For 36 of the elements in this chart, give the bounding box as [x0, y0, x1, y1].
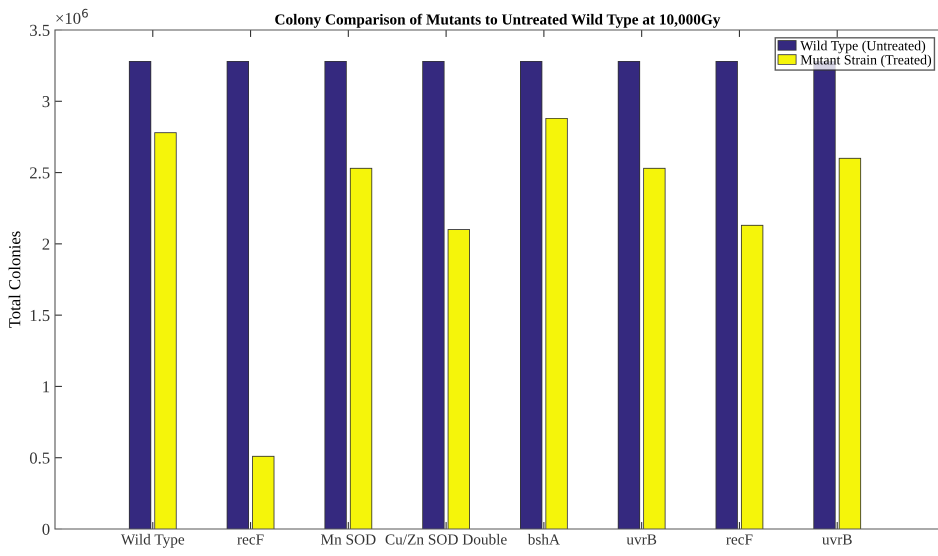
text: ×10$^{6}$	[56, 8, 88, 24]
y-tick-label: 0	[42, 524, 50, 535]
bar	[643, 168, 666, 529]
y-tick-label: 3.5	[30, 24, 50, 36]
y-tick-label: 1.5	[30, 310, 50, 322]
x-tick-label: recF	[726, 534, 752, 545]
legend-label: Wild Type (Untreated)	[800, 40, 926, 54]
bar	[448, 229, 470, 529]
bar	[350, 168, 372, 529]
bar	[128, 60, 152, 529]
bar	[154, 132, 177, 529]
y-tick-label: 2.5	[30, 167, 50, 179]
bar	[740, 224, 764, 529]
x-tick-label: Wild Type	[120, 534, 184, 548]
bar	[545, 118, 568, 529]
bar	[716, 60, 738, 529]
bar	[520, 60, 542, 529]
x-tick-label: recF	[237, 534, 264, 545]
y-tick-label: 0.5	[30, 452, 50, 464]
legend-label: Mutant Strain (Treated)	[800, 54, 932, 68]
bar	[324, 60, 347, 529]
x-tick-label: bshA	[528, 534, 560, 545]
bar	[618, 60, 640, 529]
bar	[838, 158, 862, 529]
x-tick-label: uvrB	[626, 534, 656, 545]
chart-title: Colony Comparison of Mutants to Untreated Wild Type at 10,000Gy	[275, 14, 720, 28]
y-axis-title: Total Colonies	[8, 231, 20, 328]
x-tick-label: Cu/Zn SOD Double	[386, 534, 507, 545]
x-tick-label: uvrB	[822, 534, 852, 545]
bar	[226, 60, 250, 529]
y-tick-label: 1	[43, 381, 50, 392]
y-tick-label: 2	[42, 238, 50, 250]
bar	[252, 456, 274, 529]
bar	[422, 60, 445, 529]
x-tick-label: Mn SOD	[320, 534, 376, 545]
y-tick-label: 3	[42, 96, 50, 108]
